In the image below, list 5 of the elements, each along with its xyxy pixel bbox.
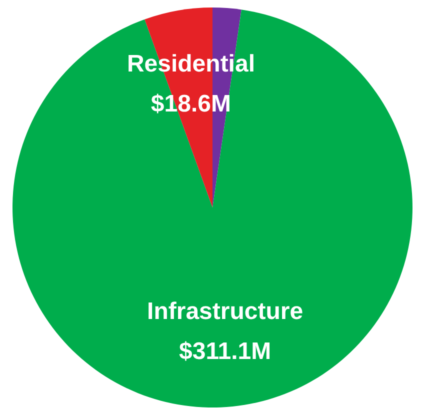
slice-label: Infrastructure <box>147 298 304 325</box>
pie-slice <box>12 10 412 408</box>
data-label: $311.1M <box>179 338 272 365</box>
data-label: $18.6M <box>150 90 231 118</box>
slice-label: Residential <box>126 50 255 78</box>
